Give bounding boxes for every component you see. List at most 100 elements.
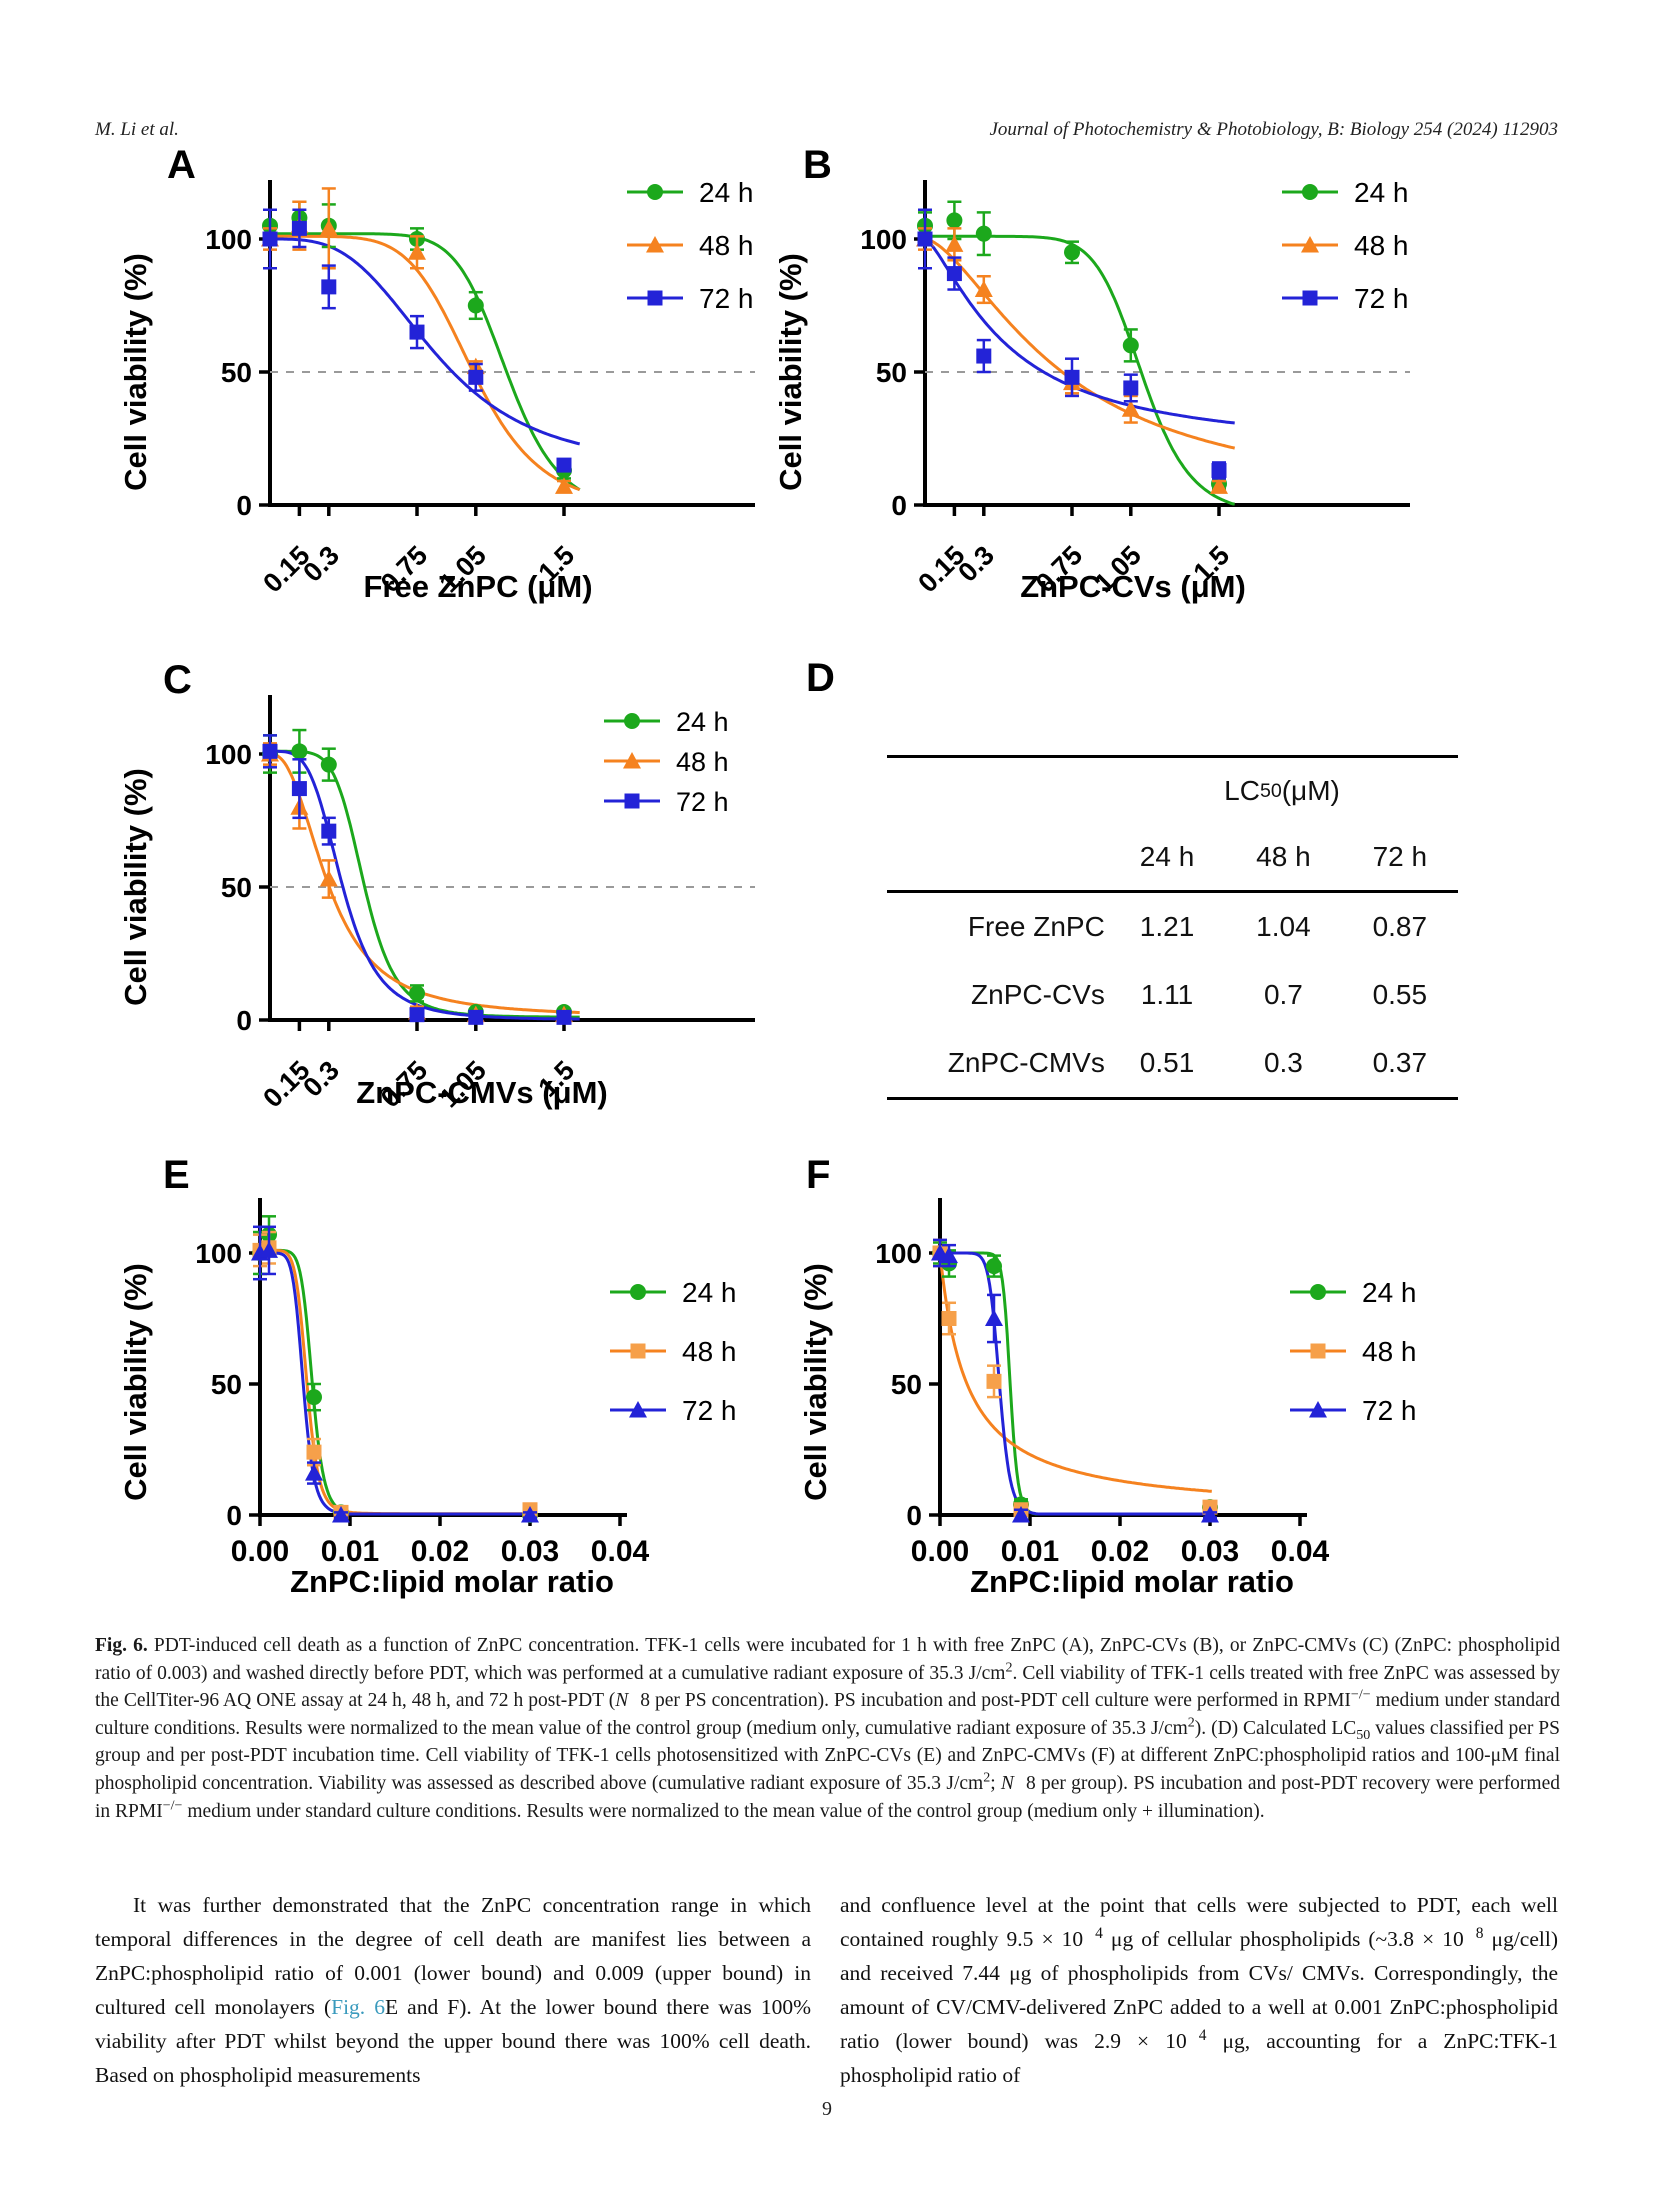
svg-text:Cell viability (%): Cell viability (%) xyxy=(118,1263,153,1501)
svg-text:48 h: 48 h xyxy=(1354,230,1409,261)
fit-curve xyxy=(260,1248,532,1516)
svg-text:0: 0 xyxy=(906,1500,922,1531)
svg-text:0.00: 0.00 xyxy=(231,1535,289,1568)
fit-curve xyxy=(270,234,581,492)
svg-text:0.02: 0.02 xyxy=(411,1535,469,1568)
svg-text:48 h: 48 h xyxy=(682,1336,737,1367)
svg-text:Cell viability (%): Cell viability (%) xyxy=(773,253,808,491)
svg-text:24 h: 24 h xyxy=(1354,177,1409,208)
svg-text:Cell viability (%): Cell viability (%) xyxy=(118,768,153,1006)
svg-text:24 h: 24 h xyxy=(1362,1277,1417,1308)
svg-text:0.01: 0.01 xyxy=(321,1535,379,1568)
legend: 24 h 48 h 72 h xyxy=(1290,1277,1417,1426)
svg-text:ZnPC-CVs (μM): ZnPC-CVs (μM) xyxy=(1020,569,1246,604)
fit-curve xyxy=(260,1248,532,1516)
svg-text:0.3: 0.3 xyxy=(952,540,1000,588)
panel-label-e: E xyxy=(163,1153,190,1197)
svg-text:0.03: 0.03 xyxy=(1181,1535,1239,1568)
series-72h xyxy=(262,734,572,1025)
panel-label-c: C xyxy=(163,658,192,702)
svg-text:0.03: 0.03 xyxy=(501,1535,559,1568)
col-header-24h: 24 h xyxy=(1139,841,1195,872)
fit-curve xyxy=(270,237,581,446)
header-author: M. Li et al. xyxy=(95,119,179,140)
svg-text:100: 100 xyxy=(195,1238,242,1269)
svg-text:100: 100 xyxy=(205,739,252,770)
series-72h xyxy=(251,1225,539,1523)
svg-text:0: 0 xyxy=(236,490,252,521)
legend: 24 h 48 h 72 h xyxy=(610,1277,737,1426)
series-48h xyxy=(261,742,573,1023)
svg-text:Free ZnPC (μM): Free ZnPC (μM) xyxy=(363,569,592,604)
fit-curve xyxy=(270,749,580,1019)
fit-curve xyxy=(260,1251,532,1516)
header-journal: Journal of Photochemistry & Photobiology… xyxy=(989,119,1558,140)
svg-text:ZnPC:lipid molar ratio: ZnPC:lipid molar ratio xyxy=(970,1564,1294,1599)
fit-curve xyxy=(270,232,581,492)
svg-text:72 h: 72 h xyxy=(676,787,729,817)
svg-text:24 h: 24 h xyxy=(682,1277,737,1308)
series-48h xyxy=(932,1238,1218,1518)
col-header-48h: 48 h xyxy=(1256,841,1311,872)
fit-curve xyxy=(270,749,580,1021)
figure-link[interactable]: Fig. 6 xyxy=(331,1995,385,2019)
series-24h xyxy=(252,1215,538,1523)
fit-curve xyxy=(924,237,1236,450)
legend: 24 h 48 h 72 h xyxy=(627,177,754,314)
svg-text:0.3: 0.3 xyxy=(297,540,345,588)
svg-text:0.04: 0.04 xyxy=(591,1535,650,1568)
figure-caption: Fig. 6. PDT-induced cell death as a func… xyxy=(95,1635,1561,1822)
lc50-table-header: LC 50 (μM) 24 h 48 h 72 h xyxy=(887,758,1458,893)
fit-curve xyxy=(938,1252,1212,1493)
svg-text:100: 100 xyxy=(205,224,252,255)
lc50-table: LC 50 (μM) 24 h 48 h 72 h Free ZnPC 1.21 … xyxy=(887,755,1458,1100)
svg-text:0.3: 0.3 xyxy=(297,1055,345,1103)
panel-label-d: D xyxy=(806,656,835,700)
svg-text:24 h: 24 h xyxy=(676,707,729,737)
series-24h xyxy=(932,1241,1218,1516)
svg-text:48 h: 48 h xyxy=(676,747,729,777)
svg-text:0.00: 0.00 xyxy=(911,1535,969,1568)
svg-text:0: 0 xyxy=(236,1005,252,1036)
lc50-title-sub: 50 xyxy=(1259,779,1282,802)
svg-text:100: 100 xyxy=(860,224,907,255)
svg-text:100: 100 xyxy=(875,1238,922,1269)
panel-label-b: B xyxy=(803,143,832,187)
lc50-column-headers: 24 h 48 h 72 h xyxy=(887,824,1458,890)
svg-text:0.01: 0.01 xyxy=(1001,1535,1059,1568)
lc50-title-main: LC xyxy=(1224,775,1260,806)
svg-text:0.02: 0.02 xyxy=(1091,1535,1149,1568)
col-header-72h: 72 h xyxy=(1372,841,1428,872)
svg-text:72 h: 72 h xyxy=(1362,1395,1417,1426)
svg-text:0.04: 0.04 xyxy=(1271,1535,1330,1568)
svg-text:24 h: 24 h xyxy=(699,177,754,208)
panel-label-a: A xyxy=(167,143,196,187)
svg-text:ZnPC-CMVs (μM): ZnPC-CMVs (μM) xyxy=(356,1075,607,1110)
fit-curve xyxy=(924,237,1235,425)
svg-text:50: 50 xyxy=(211,1369,242,1400)
svg-text:48 h: 48 h xyxy=(1362,1336,1417,1367)
svg-text:48 h: 48 h xyxy=(699,230,754,261)
table-row: ZnPC-CMVs 0.51 0.3 0.37 xyxy=(947,1047,1428,1078)
panel-label-f: F xyxy=(806,1153,831,1197)
svg-text:0: 0 xyxy=(226,1500,242,1531)
svg-text:72 h: 72 h xyxy=(699,283,754,314)
fit-curve xyxy=(940,1251,1212,1516)
table-row: Free ZnPC 1.21 1.04 0.87 xyxy=(967,911,1428,942)
body-column-right: and confluence level at the point that c… xyxy=(840,1893,1559,2087)
series-24h xyxy=(917,200,1227,492)
series-72h xyxy=(917,208,1227,480)
fit-curve xyxy=(940,1251,1212,1516)
series-72h xyxy=(931,1238,1219,1523)
series-72h xyxy=(262,208,572,473)
page-number: 9 xyxy=(822,2098,832,2120)
svg-text:Cell viability (%): Cell viability (%) xyxy=(118,253,153,491)
